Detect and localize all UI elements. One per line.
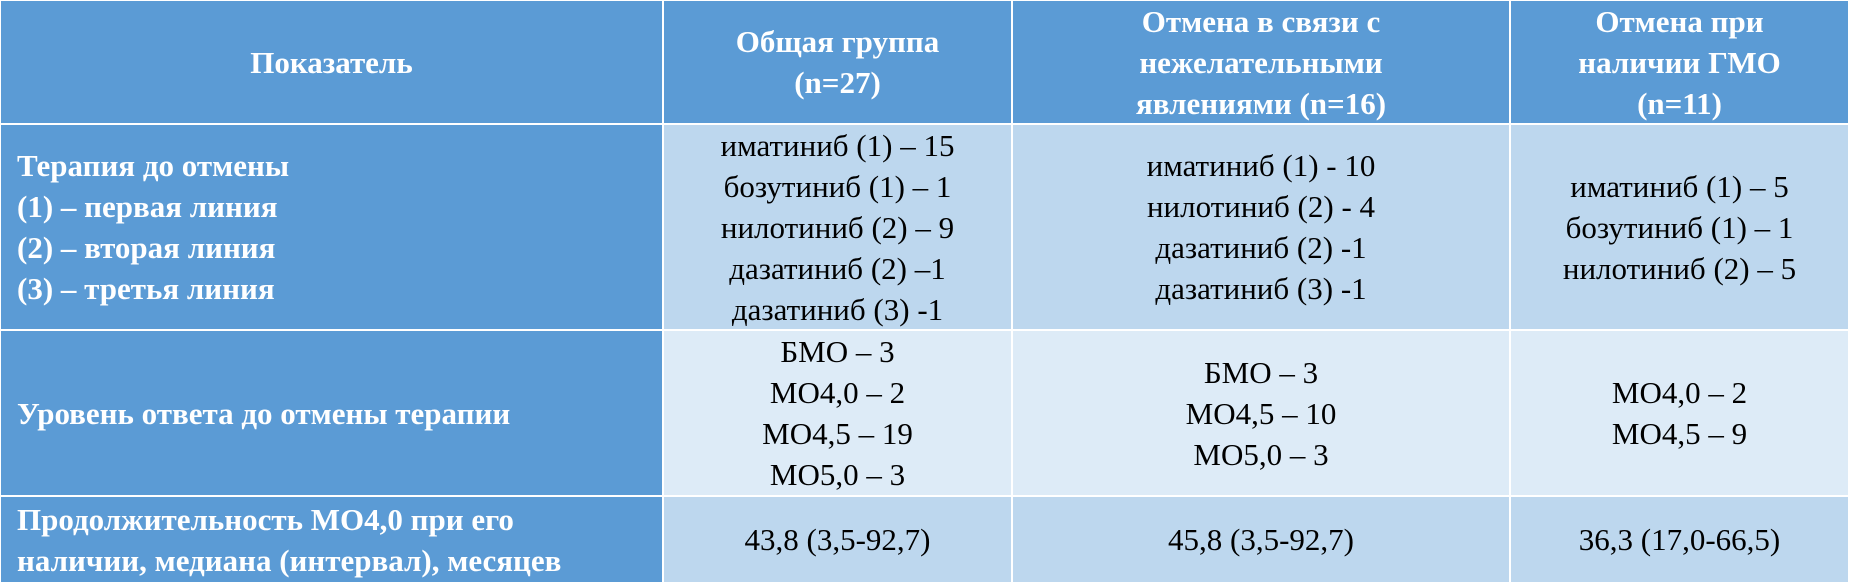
data-cell: 36,3 (17,0-66,5) (1510, 496, 1849, 583)
cell-line: МО4,5 – 19 (762, 416, 913, 451)
cell-line: нилотиниб (2) – 9 (720, 209, 955, 245)
data-cell: 43,8 (3,5-92,7) (663, 496, 1012, 583)
row-label: Уровень ответа до отмены терапии (0, 330, 663, 496)
cell-line: Отмена при (1595, 3, 1764, 39)
data-cell: МО4,0 – 2 МО4,5 – 9 (1510, 330, 1849, 496)
cell-line: МО4,5 – 9 (1611, 416, 1748, 451)
header-cell: Отмена при наличии ГМО (n=11) (1510, 0, 1849, 124)
cell-line: бозутиниб (1) – 1 (1565, 209, 1794, 245)
cell-line: нилотиниб (2) – 5 (1562, 250, 1797, 286)
cell-line: бозутиниб (1) – 1 (723, 168, 952, 204)
cell-line: Уровень ответа до отмены терапии (17, 395, 511, 431)
cell-line: (n=11) (1637, 85, 1722, 121)
cell-line: иматиниб (1) – 15 (720, 127, 955, 163)
cell-line: БМО – 3 (1203, 354, 1319, 390)
cell-line: дазатиниб (2) –1 (729, 250, 946, 286)
data-cell: БМО – 3 МО4,5 – 10 МО5,0 – 3 (1012, 330, 1510, 496)
cell-line: (2) – вторая линия (17, 230, 276, 265)
cell-line: нежелательными (1139, 44, 1383, 80)
cell-line: явлениями (n=16) (1135, 85, 1387, 121)
cell-line: МО4,0 – 2 (769, 375, 906, 410)
data-cell: БМО – 3 МО4,0 – 2 МО4,5 – 19 МО5,0 – 3 (663, 330, 1012, 496)
cell-line: Терапия до отмены (17, 148, 290, 183)
cell-line: наличии, медиана (интервал), месяцев (17, 542, 562, 578)
data-cell: иматиниб (1) – 5 бозутиниб (1) – 1 нилотин… (1510, 124, 1849, 330)
row-label: Продолжительность МО4,0 при его наличии, … (0, 496, 663, 583)
cell-line: МО4,0 – 2 (1611, 375, 1748, 410)
cell-line: дазатиниб (3) -1 (1155, 271, 1367, 306)
cell-line: дазатиниб (3) -1 (731, 291, 944, 327)
header-cell: Показатель (0, 0, 663, 124)
cell-line: Продолжительность МО4,0 при его (17, 501, 514, 537)
cell-line: МО5,0 – 3 (1193, 436, 1329, 472)
cell-line: 43,8 (3,5-92,7) (744, 522, 931, 557)
cell-line: иматиниб (1) – 5 (1570, 168, 1789, 204)
header-cell: Общая группа (n=27) (663, 0, 1012, 124)
cell-line: (3) – третья линия (17, 271, 275, 306)
row-label: Терапия до отмены (1) – первая линия (2) –… (0, 124, 663, 330)
cell-line: (n=27) (794, 65, 881, 100)
cell-line: иматиниб (1) - 10 (1146, 148, 1376, 183)
cell-line: (1) – первая линия (17, 189, 278, 224)
cell-line: нилотиниб (2) - 4 (1146, 189, 1376, 224)
cell-line: наличии ГМО (1578, 44, 1781, 80)
header-cell: Отмена в связи с нежелательными явлениями … (1012, 0, 1510, 124)
data-cell: иматиниб (1) - 10 нилотиниб (2) - 4 дазати… (1012, 124, 1510, 330)
cell-line: Общая группа (735, 24, 940, 59)
cell-line: Отмена в связи с (1141, 3, 1381, 39)
cell-line: дазатиниб (2) -1 (1155, 230, 1367, 265)
cell-line: Показатель (250, 44, 413, 80)
cell-line: МО5,0 – 3 (769, 457, 906, 492)
cell-line: 45,8 (3,5-92,7) (1168, 522, 1354, 557)
cell-line: МО4,5 – 10 (1185, 395, 1337, 431)
cell-line: 36,3 (17,0-66,5) (1578, 522, 1781, 557)
data-cell: иматиниб (1) – 15 бозутиниб (1) – 1 нилоти… (663, 124, 1012, 330)
cell-line: БМО – 3 (780, 334, 895, 369)
data-cell: 45,8 (3,5-92,7) (1012, 496, 1510, 583)
